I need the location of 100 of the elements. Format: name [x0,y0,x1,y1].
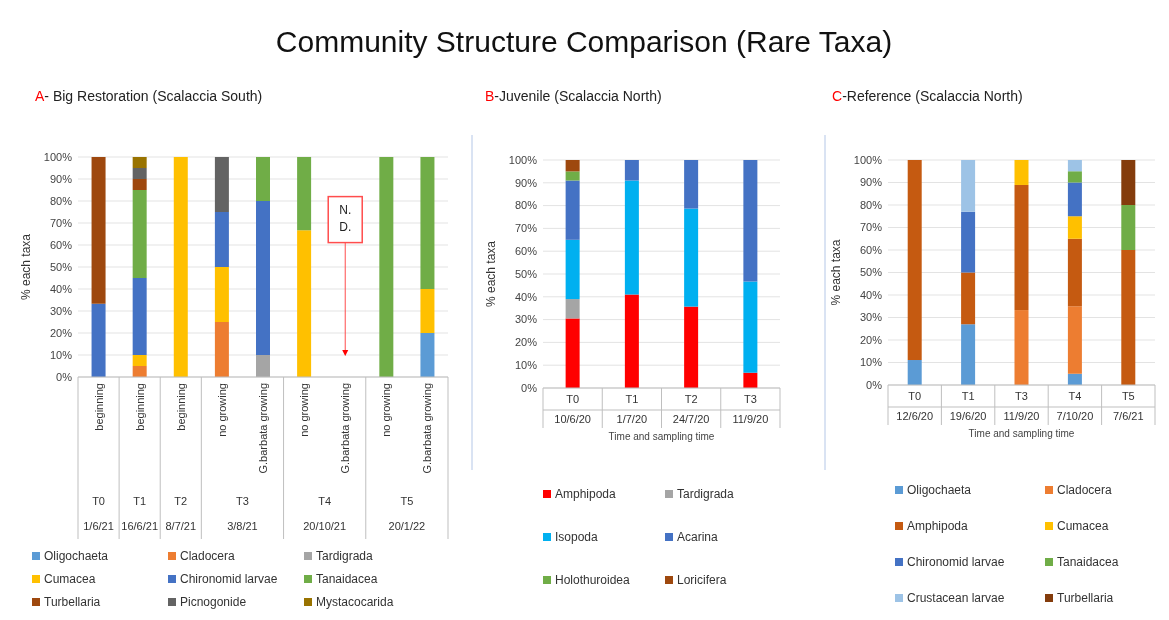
y-tick-label: 90% [49,172,73,185]
y-tick-label: 10% [859,356,883,369]
bar [1067,216,1082,239]
text: T2 [174,495,188,508]
x-tick-label: G.barbata growing [339,383,352,474]
bar [565,299,580,319]
bar [1067,171,1082,183]
bar [91,157,106,304]
annotation: N. D. [339,202,352,234]
text: 19/6/20 [949,409,987,422]
y-axis-title: % each taxa [829,239,843,306]
bar [624,294,639,388]
text: 1/7/20 [616,412,648,425]
legend-label: Amphipoda [555,487,617,502]
bar [1014,160,1029,185]
bar [214,267,229,322]
x-tick-label: T1 [961,389,975,402]
bar [907,160,922,361]
bar [256,157,270,201]
x-axis-title: Time and sampling time [608,431,715,442]
bar [743,372,758,388]
bar [961,324,976,385]
bar [256,201,270,355]
y-tick-label: 20% [514,336,538,349]
bar [214,157,229,212]
bar [907,360,922,385]
y-tick-label: 60% [859,243,883,256]
x-tick-label: T2 [684,392,698,405]
text: 1/6/21 [83,520,114,533]
x-tick-label: T0 [566,392,580,405]
y-tick-label: 70% [514,222,538,235]
bar [565,180,580,240]
bar [1121,250,1136,385]
x-tick-label: T1 [625,392,639,405]
x-tick-label: T0 [908,389,922,402]
y-tick-label: 20% [859,333,883,346]
bar [624,160,639,181]
y-tick-label: 90% [859,176,883,189]
bar [91,303,106,377]
text: 7/6/21 [1113,409,1144,422]
bar [1014,310,1029,385]
bar [961,211,976,273]
bar [132,190,147,278]
bar [132,366,147,377]
legend-label: Tanaidacea [316,572,378,587]
y-tick-label: 20% [49,326,73,339]
legend-label: Holothuroidea [555,573,631,588]
legend-label: Chironomid larvae [180,572,278,587]
bar [132,355,147,366]
text: 24/7/20 [672,412,710,425]
bar [961,272,976,325]
legend-label: Turbellaria [1057,591,1114,606]
y-tick-label: 10% [514,359,538,372]
y-tick-label: 70% [49,216,73,229]
bar [420,289,435,333]
text: T0 [92,495,105,508]
chart-title: C-Reference (Scalaccia North) [832,88,1023,104]
y-tick-label: 100% [508,153,538,166]
text: 11/9/20 [1003,409,1040,422]
bar [256,355,270,377]
x-axis-title: Time and sampling time [968,428,1075,439]
legend-label: Cladocera [180,549,236,564]
y-tick-label: 30% [49,304,73,317]
text: 12/6/20 [896,409,934,422]
text: T3 [236,495,249,508]
legend-label: Tardigrada [316,549,374,564]
text: T4 [318,495,332,508]
legend-label: Chironomid larvae [907,555,1005,570]
y-tick-label: 80% [514,199,538,212]
y-tick-label: 60% [514,245,538,258]
legend-label: Tanaidacea [1057,555,1119,570]
bar [1067,182,1082,217]
bar [684,306,699,388]
bar [1121,160,1136,205]
y-tick-label: 80% [49,194,73,207]
legend-label: Amphipoda [907,519,969,534]
bar [1121,205,1136,250]
legend-label: Acarina [677,530,719,545]
y-tick-label: 0% [521,381,538,394]
bar [297,157,312,231]
text: 10/6/20 [554,412,591,425]
y-tick-label: 50% [859,266,883,279]
legend-label: Isopoda [555,530,599,545]
x-tick-label: beginning [174,383,187,431]
bar [684,208,699,307]
text: T5 [400,495,414,508]
legend-label: Crustacean larvae [907,591,1005,606]
text: 7/10/20 [1056,409,1094,422]
bar [961,160,976,212]
bar [743,281,758,373]
text: 16/6/21 [121,520,159,533]
x-tick-label: no growing [380,383,393,437]
chart-title: B-Juvenile (Scalaccia North) [485,88,662,104]
bar [1067,306,1082,374]
bar [173,157,188,377]
legend-label: Cumacea [1057,519,1109,534]
bar [565,171,580,181]
x-tick-label: T3 [1015,389,1028,402]
y-tick-label: 0% [866,378,883,391]
y-tick-label: 40% [49,282,73,295]
